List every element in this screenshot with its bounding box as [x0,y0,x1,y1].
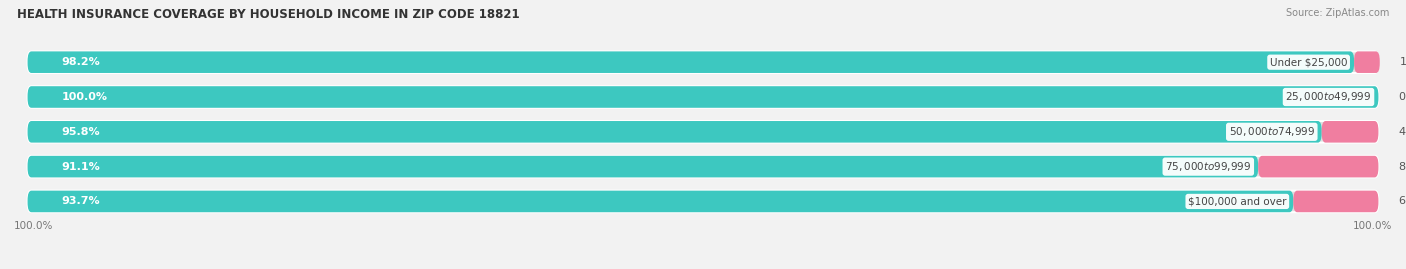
Text: 4.2%: 4.2% [1399,127,1406,137]
Text: 93.7%: 93.7% [62,196,100,206]
Text: 100.0%: 100.0% [14,221,53,231]
FancyBboxPatch shape [28,121,1322,143]
Text: $75,000 to $99,999: $75,000 to $99,999 [1166,160,1251,173]
FancyBboxPatch shape [1258,156,1378,178]
FancyBboxPatch shape [28,156,1258,178]
Text: 95.8%: 95.8% [62,127,100,137]
Text: $25,000 to $49,999: $25,000 to $49,999 [1285,90,1372,104]
FancyBboxPatch shape [28,51,1354,73]
Text: 1.9%: 1.9% [1400,57,1406,67]
FancyBboxPatch shape [28,86,1378,108]
Text: 6.3%: 6.3% [1399,196,1406,206]
Text: 100.0%: 100.0% [62,92,107,102]
FancyBboxPatch shape [28,51,1378,73]
FancyBboxPatch shape [28,156,1378,178]
FancyBboxPatch shape [1354,51,1379,73]
Text: Under $25,000: Under $25,000 [1270,57,1347,67]
Text: Source: ZipAtlas.com: Source: ZipAtlas.com [1285,8,1389,18]
FancyBboxPatch shape [28,191,1294,212]
Text: $50,000 to $74,999: $50,000 to $74,999 [1229,125,1315,138]
FancyBboxPatch shape [28,121,1378,143]
Text: 91.1%: 91.1% [62,162,100,172]
FancyBboxPatch shape [28,191,1378,212]
Text: HEALTH INSURANCE COVERAGE BY HOUSEHOLD INCOME IN ZIP CODE 18821: HEALTH INSURANCE COVERAGE BY HOUSEHOLD I… [17,8,519,21]
Text: 8.9%: 8.9% [1399,162,1406,172]
FancyBboxPatch shape [1322,121,1378,143]
Text: 98.2%: 98.2% [62,57,100,67]
Text: $100,000 and over: $100,000 and over [1188,196,1286,206]
Text: 0.0%: 0.0% [1399,92,1406,102]
FancyBboxPatch shape [28,86,1378,108]
Text: 100.0%: 100.0% [1353,221,1392,231]
FancyBboxPatch shape [1294,191,1378,212]
